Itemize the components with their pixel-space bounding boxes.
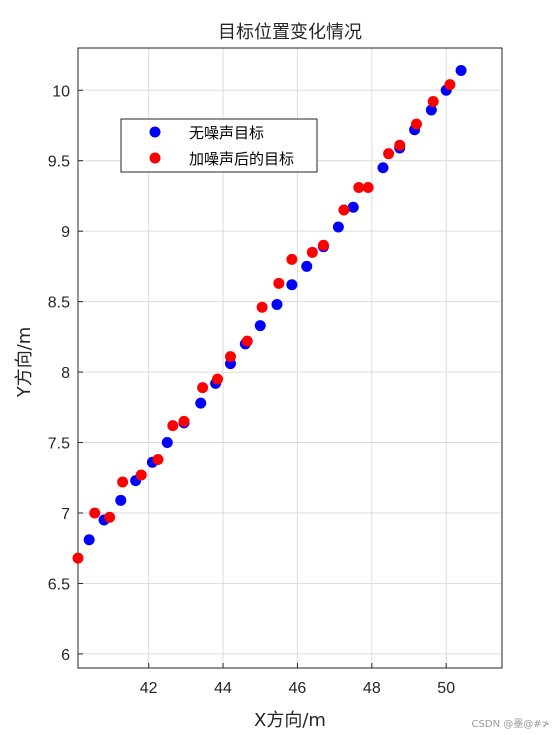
- point-clean: [271, 298, 283, 310]
- y-tick-label: 6.5: [48, 576, 70, 593]
- point-clean: [195, 397, 207, 409]
- y-tick-label: 7: [61, 506, 70, 523]
- x-tick-label: 50: [437, 680, 455, 697]
- point-clean: [161, 437, 173, 449]
- point-clean: [254, 320, 266, 332]
- chart-title: 目标位置变化情况: [218, 22, 362, 43]
- x-tick-label: 46: [289, 680, 307, 697]
- point-noisy: [444, 79, 456, 91]
- point-noisy: [89, 507, 101, 519]
- point-clean: [347, 201, 359, 213]
- point-noisy: [241, 335, 253, 347]
- point-noisy: [117, 476, 129, 488]
- series-noisy: [72, 79, 456, 564]
- point-noisy: [383, 148, 395, 160]
- point-noisy: [104, 511, 116, 523]
- point-noisy: [224, 351, 236, 363]
- y-tick-label: 8: [61, 365, 70, 382]
- point-noisy: [135, 469, 147, 481]
- legend-marker-clean: [149, 126, 161, 138]
- x-tick-label: 44: [214, 680, 232, 697]
- point-noisy: [338, 204, 350, 216]
- point-clean: [83, 534, 95, 546]
- point-noisy: [353, 182, 365, 193]
- point-noisy: [167, 420, 179, 432]
- y-tick-label: 8.5: [48, 295, 70, 312]
- point-noisy: [427, 96, 439, 108]
- tick-marks: [78, 89, 447, 668]
- point-noisy: [256, 301, 268, 313]
- x-axis-label: X方向/m: [254, 710, 326, 731]
- legend-label-clean: 无噪声目标: [189, 124, 264, 142]
- point-clean: [115, 494, 127, 506]
- y-tick-label: 10: [52, 83, 70, 100]
- y-tick-label: 7.5: [48, 436, 70, 453]
- point-noisy: [273, 277, 285, 289]
- point-noisy: [197, 382, 209, 394]
- point-noisy: [178, 415, 190, 427]
- point-noisy: [152, 453, 164, 465]
- y-tick-label: 9.5: [48, 154, 70, 171]
- point-noisy: [211, 373, 223, 385]
- point-clean: [286, 279, 298, 291]
- point-noisy: [394, 139, 406, 151]
- x-tick-label: 48: [363, 680, 381, 697]
- point-noisy: [362, 182, 374, 193]
- legend-marker-noisy: [149, 152, 161, 164]
- point-clean: [377, 162, 389, 174]
- y-axis-label: Y方向/m: [14, 327, 35, 399]
- axes-box: [77, 47, 503, 669]
- point-noisy: [410, 118, 422, 130]
- point-clean: [455, 65, 467, 77]
- point-noisy: [286, 253, 298, 265]
- data-points: [72, 65, 467, 564]
- point-noisy: [72, 552, 84, 564]
- point-noisy: [317, 239, 329, 251]
- point-noisy: [306, 246, 318, 258]
- legend: 无噪声目标 加噪声后的目标: [120, 118, 318, 173]
- legend-label-noisy: 加噪声后的目标: [189, 150, 294, 168]
- watermark: CSDN @墨@#≯: [471, 719, 550, 730]
- x-tick-label: 42: [140, 680, 158, 697]
- point-clean: [301, 260, 313, 272]
- y-tick-label: 9: [61, 224, 70, 241]
- y-tick-label: 6: [61, 647, 70, 664]
- point-clean: [332, 221, 344, 233]
- point-clean: [425, 104, 437, 116]
- tick-labels: 42 44 46 48 50 6 6.5 7 7.5 8 8.5 9 9.5 10: [48, 83, 455, 697]
